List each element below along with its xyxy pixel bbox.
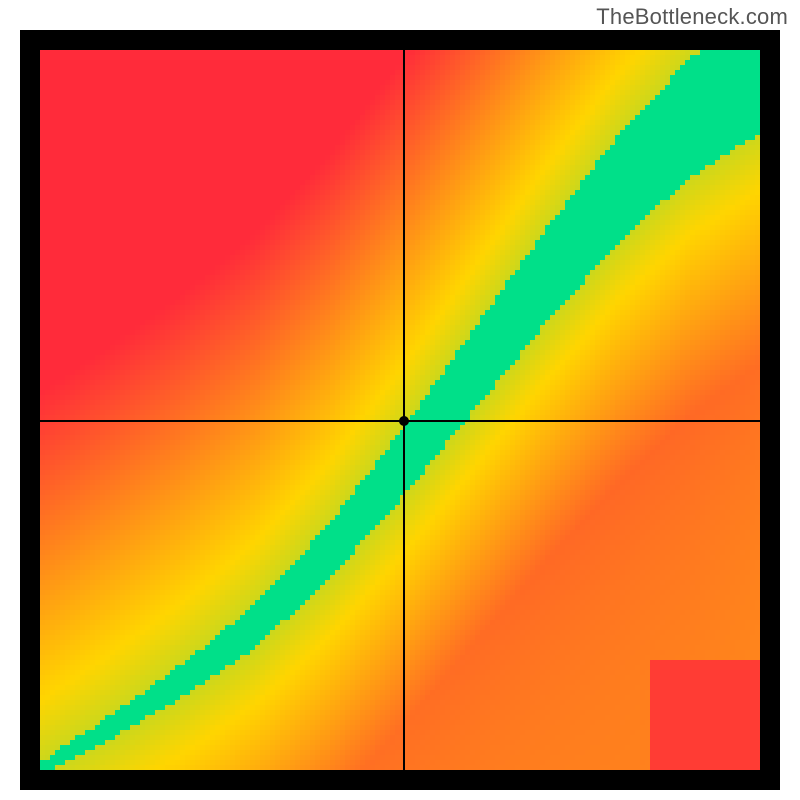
crosshair-vertical bbox=[403, 50, 405, 770]
plot-area bbox=[40, 50, 760, 770]
plot-frame bbox=[20, 30, 780, 790]
crosshair-dot bbox=[399, 416, 409, 426]
heatmap-canvas bbox=[40, 50, 760, 770]
watermark-text: TheBottleneck.com bbox=[596, 4, 788, 30]
